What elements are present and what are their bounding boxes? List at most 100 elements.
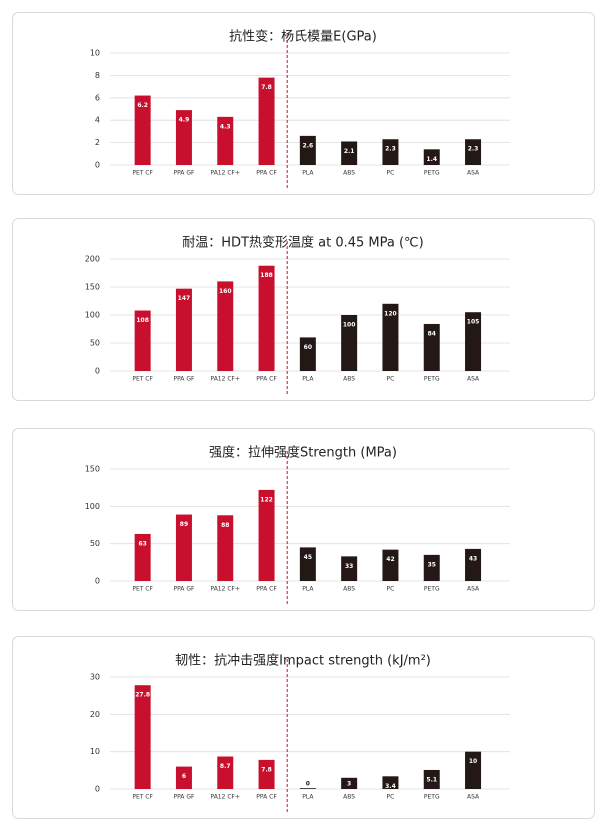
bar	[175, 514, 192, 581]
x-tick-label: PC	[387, 376, 395, 383]
bar	[382, 139, 399, 165]
value-label: 108	[136, 317, 149, 324]
x-tick-label: PETG	[424, 586, 440, 593]
value-label: 7.8	[261, 766, 272, 773]
value-label: 27.8	[135, 692, 150, 699]
value-label: 88	[221, 522, 229, 529]
bar	[299, 788, 316, 789]
bar	[134, 95, 151, 165]
x-tick-label: PPA CF	[256, 170, 277, 177]
bar	[423, 149, 440, 165]
value-label: 8.7	[220, 763, 231, 770]
bar	[134, 685, 151, 789]
x-tick-label: ASA	[467, 586, 480, 593]
x-tick-label: PLA	[302, 794, 314, 801]
bar	[465, 548, 482, 581]
y-tick-label: 4	[95, 116, 100, 125]
bar	[465, 751, 482, 789]
card	[12, 636, 595, 819]
bar	[258, 77, 275, 165]
y-tick-label: 50	[90, 339, 100, 348]
value-label: 3	[347, 781, 351, 788]
x-tick-label: ASA	[467, 376, 480, 383]
value-label: 43	[469, 555, 477, 562]
x-tick-label: ABS	[343, 376, 355, 383]
bar	[258, 759, 275, 789]
bar	[465, 139, 482, 165]
x-tick-label: PET CF	[132, 586, 153, 593]
bar	[299, 337, 316, 371]
y-tick-label: 100	[85, 502, 100, 511]
x-tick-label: PLA	[302, 586, 314, 593]
value-label: 60	[304, 344, 312, 351]
x-tick-label: PPA CF	[256, 794, 277, 801]
x-tick-label: PA12 CF+	[210, 586, 240, 593]
bar	[175, 110, 192, 165]
x-tick-label: PA12 CF+	[210, 170, 240, 177]
bar	[134, 310, 151, 371]
y-tick-label: 20	[90, 710, 100, 719]
x-tick-label: PLA	[302, 376, 314, 383]
value-label: 4.3	[220, 123, 231, 130]
bar	[382, 303, 399, 371]
value-label: 2.6	[303, 142, 314, 149]
value-label: 0	[306, 781, 310, 788]
card	[12, 218, 595, 401]
value-label: 33	[345, 563, 353, 570]
bar	[217, 756, 234, 789]
y-tick-label: 200	[85, 255, 100, 264]
x-tick-label: PPA GF	[173, 376, 195, 383]
value-label: 84	[428, 330, 436, 337]
x-tick-label: PC	[387, 586, 395, 593]
x-tick-label: PC	[387, 794, 395, 801]
x-tick-label: PETG	[424, 170, 440, 177]
bar	[423, 554, 440, 581]
value-label: 100	[343, 322, 356, 329]
y-tick-label: 0	[95, 161, 100, 170]
value-label: 2.3	[385, 146, 396, 153]
value-label: 35	[428, 561, 436, 568]
value-label: 2.1	[344, 148, 355, 155]
x-tick-label: PETG	[424, 376, 440, 383]
value-label: 105	[467, 319, 480, 326]
value-label: 188	[260, 272, 273, 279]
value-label: 147	[178, 295, 191, 302]
x-tick-label: PA12 CF+	[210, 376, 240, 383]
value-label: 5.1	[426, 776, 437, 783]
x-tick-label: PLA	[302, 170, 314, 177]
x-tick-label: PA12 CF+	[210, 794, 240, 801]
y-tick-label: 30	[90, 673, 100, 682]
bar	[299, 547, 316, 581]
y-tick-label: 0	[95, 367, 100, 376]
x-tick-label: ABS	[343, 586, 355, 593]
y-tick-label: 0	[95, 785, 100, 794]
bar	[258, 265, 275, 371]
y-tick-label: 6	[95, 93, 100, 102]
x-tick-label: PPA GF	[173, 794, 195, 801]
x-tick-label: PET CF	[132, 376, 153, 383]
y-tick-label: 150	[85, 283, 100, 292]
bar	[382, 776, 399, 789]
value-label: 7.8	[261, 84, 272, 91]
bar	[341, 141, 358, 165]
value-label: 122	[260, 496, 273, 503]
x-tick-label: ABS	[343, 170, 355, 177]
value-label: 4.9	[179, 117, 190, 124]
y-tick-label: 0	[95, 577, 100, 586]
bar	[217, 281, 234, 371]
x-tick-label: ASA	[467, 794, 480, 801]
value-label: 2.3	[468, 146, 479, 153]
chart-title: 强度：拉伸强度Strength (MPa)	[209, 445, 397, 461]
value-label: 42	[386, 556, 394, 563]
x-tick-label: PPA GF	[173, 170, 195, 177]
bar	[423, 769, 440, 789]
value-label: 160	[219, 288, 232, 295]
y-tick-label: 10	[90, 49, 100, 58]
y-tick-label: 10	[90, 747, 100, 756]
bar	[299, 135, 316, 165]
bar	[382, 549, 399, 581]
bar	[341, 315, 358, 371]
value-label: 6	[182, 773, 186, 780]
card	[12, 428, 595, 611]
value-label: 120	[384, 310, 397, 317]
